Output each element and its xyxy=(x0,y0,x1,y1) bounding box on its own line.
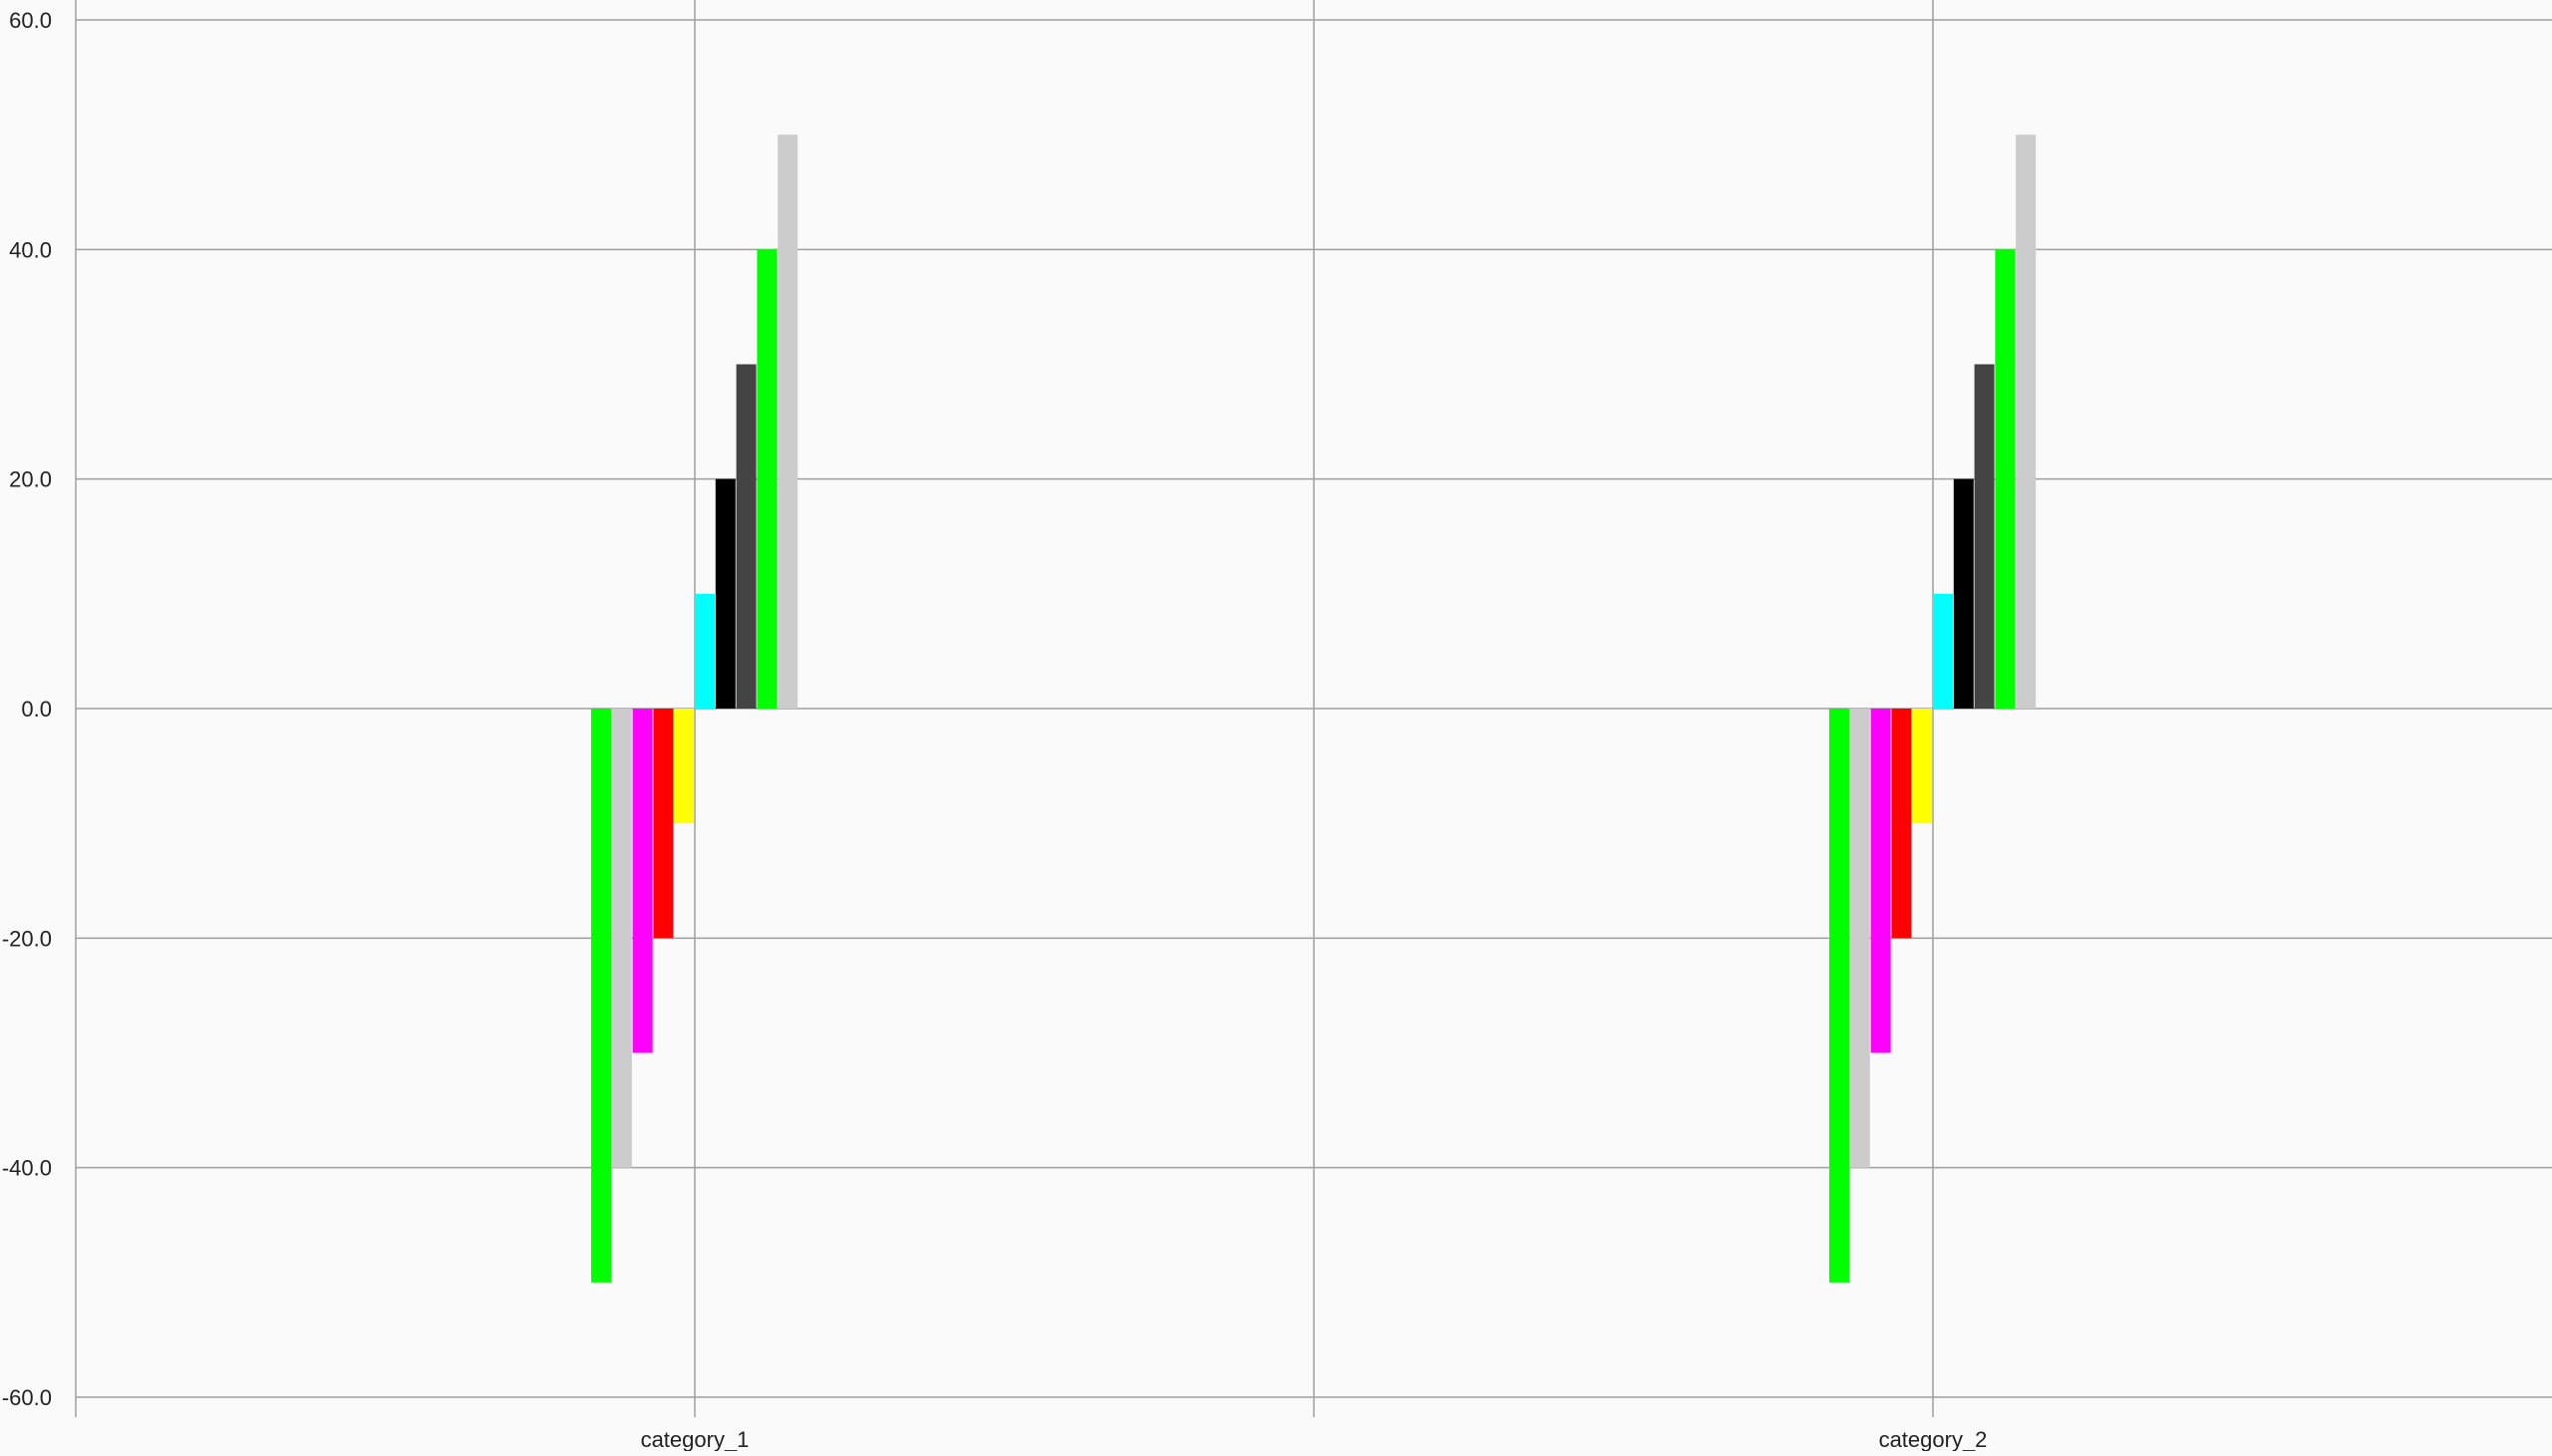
y-tick-label: -60.0 xyxy=(2,1385,52,1410)
bar-series-4-category_2 xyxy=(1891,709,1912,939)
bar-series-10-category_1 xyxy=(778,135,798,709)
bar-series-5-category_2 xyxy=(1912,709,1933,824)
bar-series-6-category_2 xyxy=(1933,593,1953,709)
y-tick-label: 60.0 xyxy=(9,8,52,33)
bar-series-10-category_2 xyxy=(2016,135,2037,709)
bar-series-9-category_2 xyxy=(1995,249,2016,710)
x-axis-tick-labels: category_1 category_2 xyxy=(641,1427,1988,1452)
bar-series-7-category_1 xyxy=(715,478,736,709)
bar-series-8-category_2 xyxy=(1974,364,1995,709)
y-axis-tick-labels: -60.0 -40.0 -20.0 0.0 20.0 40.0 60.0 xyxy=(2,8,52,1410)
bar-series-6-category_1 xyxy=(695,593,715,709)
y-tick-label: 20.0 xyxy=(9,467,52,492)
bar-series-7-category_2 xyxy=(1953,478,1974,709)
bar-series-3-category_1 xyxy=(632,709,653,1053)
bar-series-8-category_1 xyxy=(736,364,757,709)
y-tick-label: -40.0 xyxy=(2,1156,52,1181)
bar-series-2-category_2 xyxy=(1849,709,1870,1168)
y-tick-label: -20.0 xyxy=(2,926,52,951)
bar-series-5-category_1 xyxy=(674,709,695,824)
y-tick-label: 40.0 xyxy=(9,237,52,262)
x-tick-label: category_1 xyxy=(641,1427,750,1451)
bars xyxy=(591,135,2037,1283)
bar-series-1-category_1 xyxy=(591,709,611,1283)
bar-series-1-category_2 xyxy=(1829,709,1849,1283)
x-tick-label: category_2 xyxy=(1879,1427,1988,1451)
bar-series-4-category_1 xyxy=(653,709,674,939)
y-tick-label: 0.0 xyxy=(21,697,52,722)
bar-series-2-category_1 xyxy=(611,709,632,1168)
bar-series-9-category_1 xyxy=(757,249,778,710)
grid-lines xyxy=(75,0,2552,1417)
bar-series-3-category_2 xyxy=(1870,709,1891,1053)
